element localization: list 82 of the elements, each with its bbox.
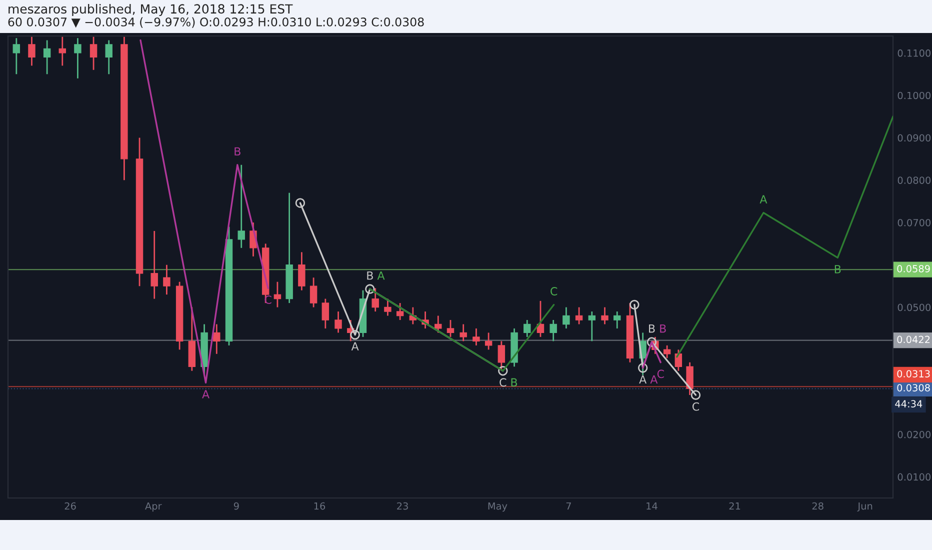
- point: [350, 330, 360, 340]
- chart-title: meszaros published, May 16, 2018 12:15 EST: [8, 4, 293, 16]
- x-tick-label: Apr: [145, 502, 162, 512]
- x-tick-label: Jun: [857, 502, 872, 512]
- point: [365, 284, 375, 294]
- x-tick-label: May: [488, 502, 508, 512]
- ref-line-label: 0.0308: [897, 384, 930, 392]
- candlestick: [90, 36, 98, 71]
- candlestick: [12, 37, 20, 75]
- candlestick: [446, 319, 454, 338]
- candlestick: [614, 310, 621, 330]
- candlestick: [686, 362, 694, 396]
- candlestick: [484, 332, 492, 350]
- ref-line-label: 0.0589: [897, 265, 930, 272]
- x-tick-label: 7: [566, 502, 571, 510]
- data-label: B: [660, 324, 666, 333]
- y-tick-label: 0.1000: [898, 92, 931, 100]
- x-tick-label: 21: [729, 502, 740, 510]
- candlestick: [334, 310, 342, 334]
- point: [638, 363, 648, 373]
- data-label: B: [367, 272, 373, 280]
- candlestick: [43, 40, 51, 75]
- x-tick-label: 26: [64, 502, 76, 510]
- candlestick: [310, 276, 318, 308]
- data-label: A: [202, 390, 210, 398]
- candlestick: [58, 36, 66, 66]
- point: [690, 390, 701, 400]
- candlestick: [601, 306, 608, 325]
- candlestick: [74, 37, 82, 80]
- data-label: A: [650, 375, 658, 384]
- x-tick-label: 16: [314, 502, 326, 510]
- y-tick-label: 0.0700: [898, 218, 931, 226]
- candlestick: [298, 251, 306, 292]
- data-label: C: [550, 287, 558, 296]
- ref-line-label: 0.0422: [897, 336, 930, 344]
- candlestick: [472, 328, 480, 346]
- candlestick: [163, 264, 170, 296]
- candlestick: [524, 319, 531, 338]
- point: [295, 198, 306, 208]
- candlestick: [460, 324, 467, 342]
- data-label: B: [511, 378, 518, 386]
- candlestick: [238, 164, 245, 249]
- candlestick: [588, 310, 596, 342]
- y-tick-label: 0.1100: [898, 49, 931, 57]
- y-tick-label: 0.0500: [898, 304, 931, 312]
- x-tick-label: 28: [812, 502, 824, 510]
- candlestick: [575, 306, 583, 325]
- y-tick-label: 0.0900: [898, 134, 931, 142]
- y-tick-label: 0.0100: [898, 473, 931, 481]
- candlestick: [274, 281, 282, 308]
- candlestick: [384, 298, 392, 316]
- data-label: A: [639, 375, 647, 384]
- data-label: C: [657, 370, 664, 378]
- candlestick: [28, 36, 36, 66]
- candlestick: [372, 288, 379, 312]
- candlestick: [396, 302, 404, 321]
- ref-line-label: 0.0313: [897, 370, 930, 378]
- candlestick: [674, 348, 682, 372]
- x-tick-label: 9: [234, 502, 239, 510]
- point: [630, 300, 640, 310]
- candlestick: [150, 230, 158, 300]
- data-label: B: [234, 147, 240, 156]
- x-tick-label: 23: [397, 502, 408, 510]
- data-label: B: [649, 324, 655, 333]
- chart-subtitle: 60 0.0307 ▼ −0.0034 (−9.97%) O:0.0293 H:0.0310 L:0.0293 C:0.0308: [8, 17, 424, 28]
- candlestick: [322, 298, 330, 330]
- data-label: C: [692, 402, 700, 411]
- y-tick-label: 0.0800: [898, 176, 931, 184]
- data-label: C: [500, 378, 506, 387]
- candlestick: [550, 319, 557, 342]
- data-label: A: [351, 342, 359, 350]
- point: [646, 337, 657, 347]
- y-tick-label: 0.0200: [898, 430, 931, 438]
- x-tick-label: 14: [646, 502, 658, 510]
- point: [498, 366, 508, 376]
- candlestick: [213, 324, 220, 355]
- text: 44:34: [895, 400, 922, 408]
- data-label: A: [377, 272, 385, 280]
- data-label: A: [760, 195, 768, 204]
- candlestick: [562, 306, 570, 330]
- candlestick: [105, 40, 112, 75]
- candlestick: [434, 315, 442, 334]
